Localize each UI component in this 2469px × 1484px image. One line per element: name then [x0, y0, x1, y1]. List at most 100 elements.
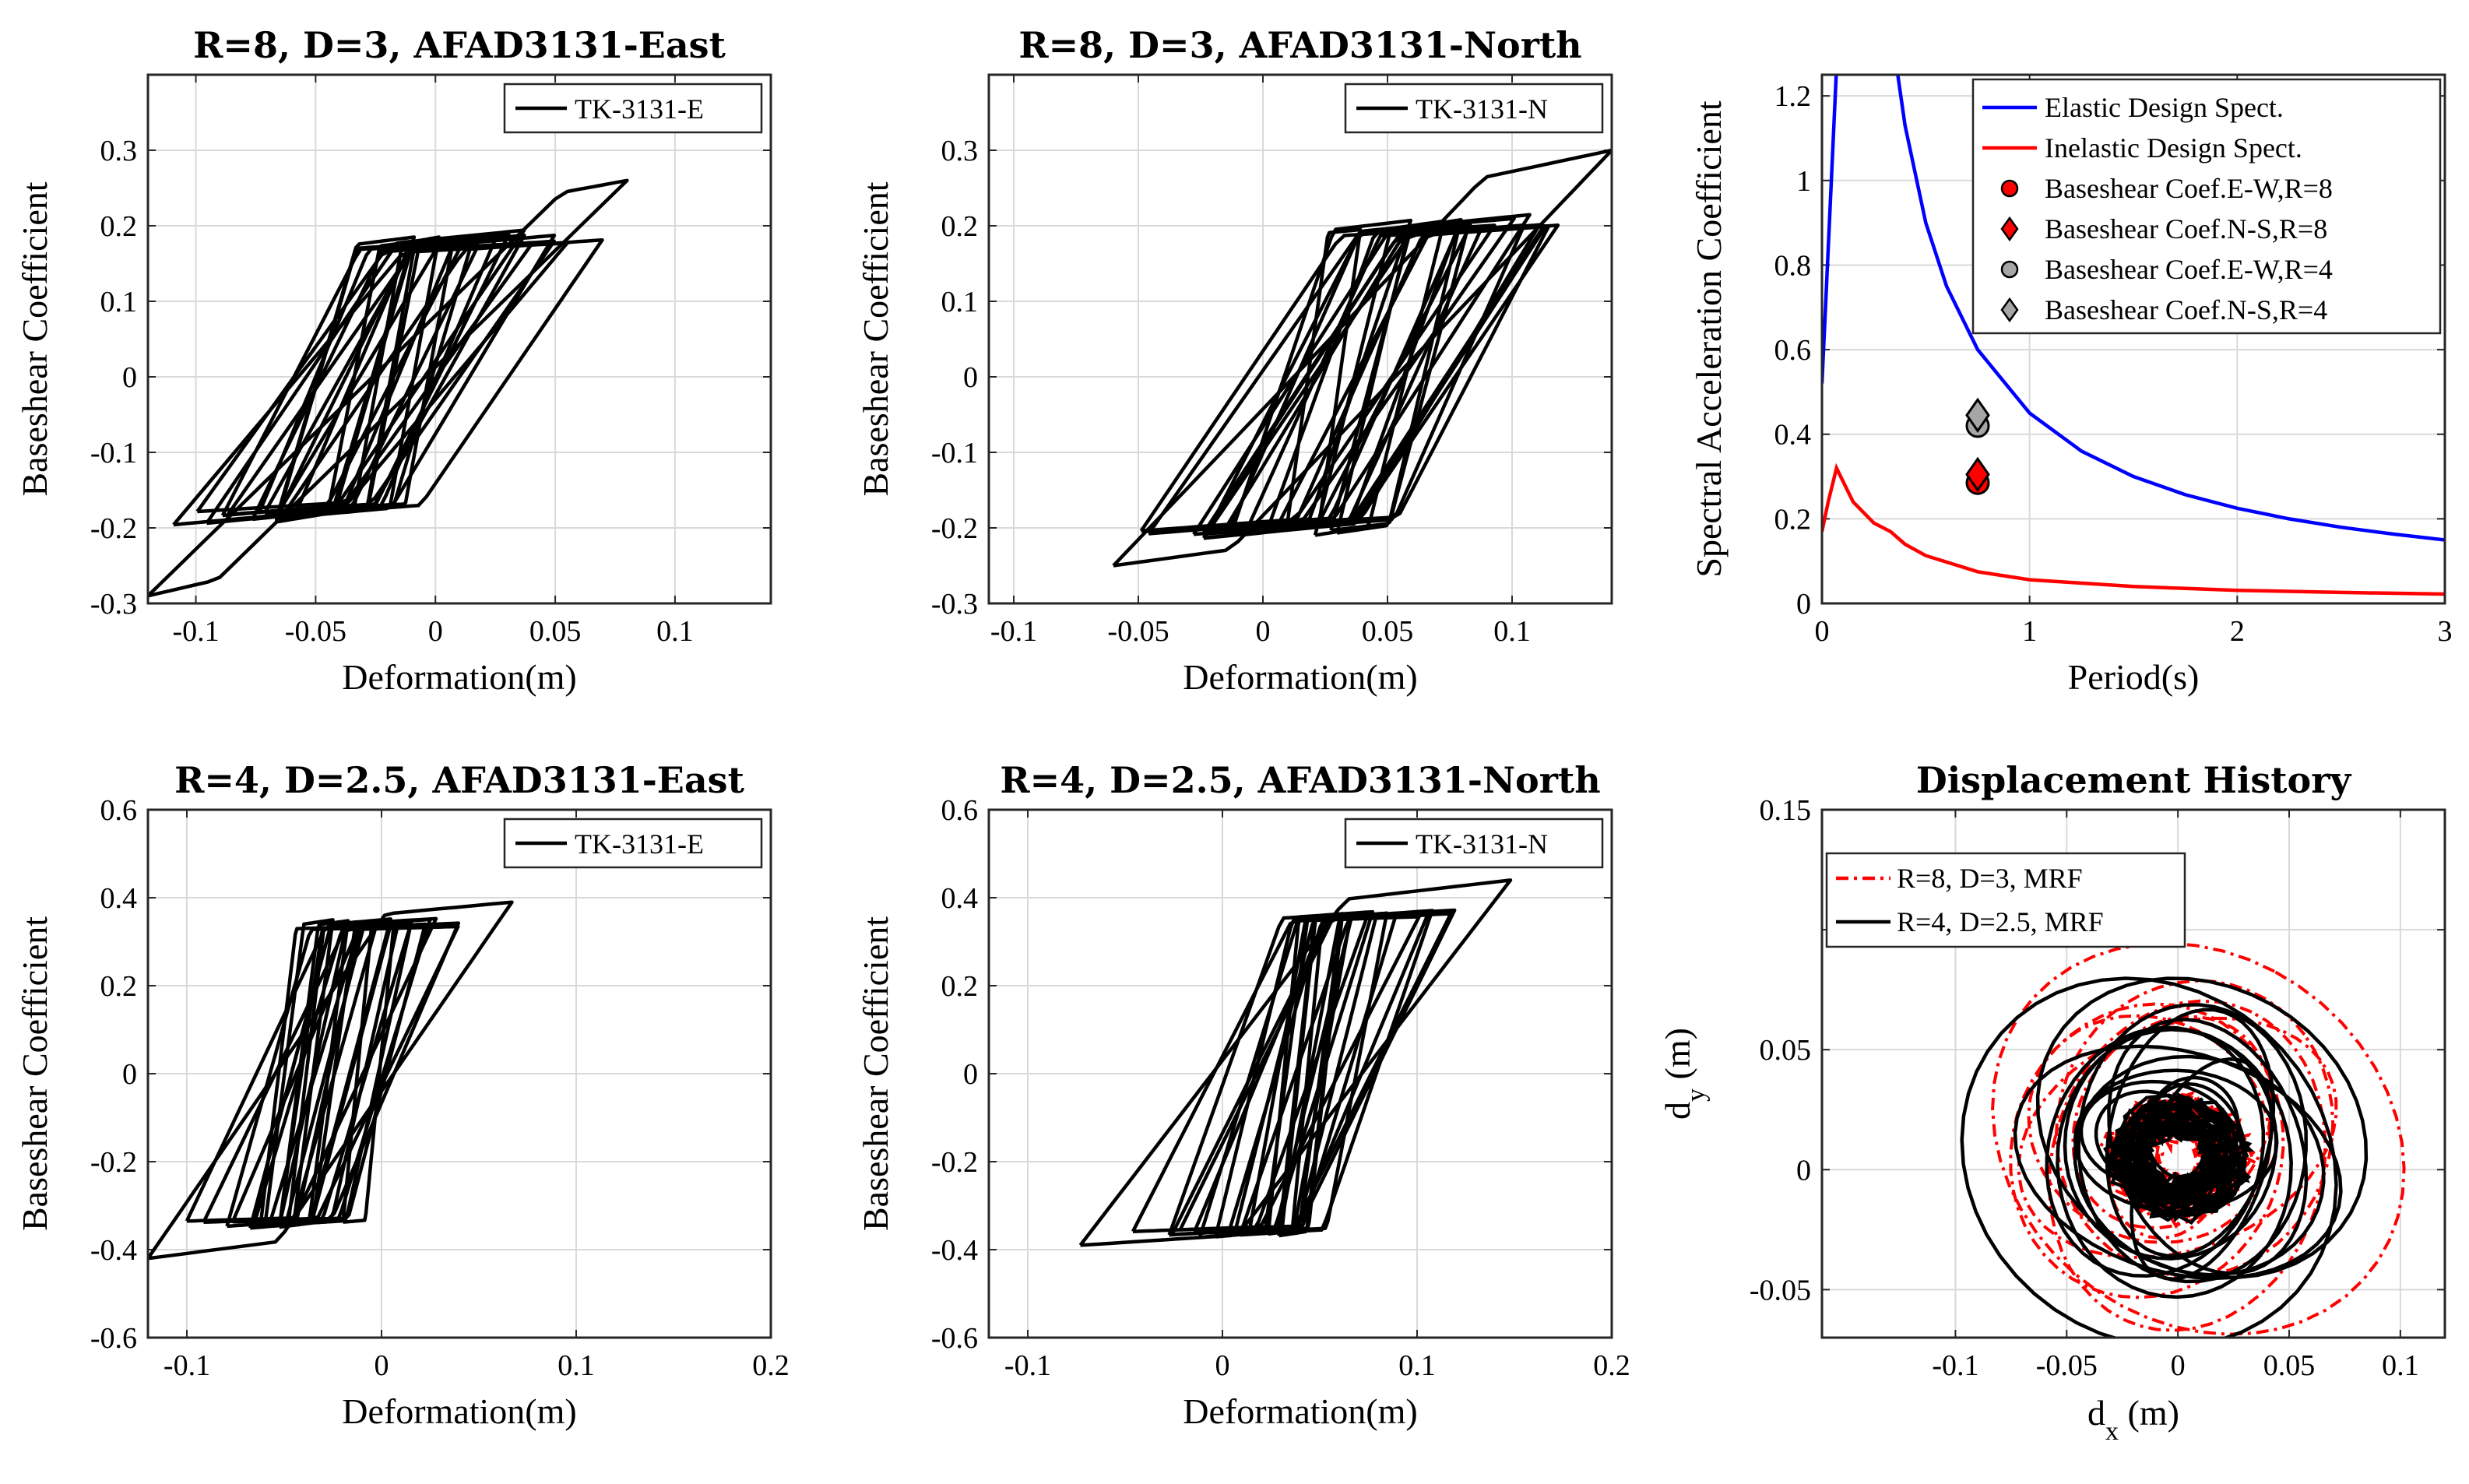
y-tick-label: 0.4 — [100, 882, 138, 915]
legend-marker-circle — [2000, 260, 2019, 279]
y-tick-label: 0.4 — [941, 882, 979, 915]
hysteresis-inner-loop — [1178, 908, 1457, 1232]
plot-area — [148, 75, 771, 603]
x-tick-label: -0.1 — [164, 1349, 210, 1382]
orbit-core-loop — [2125, 1111, 2246, 1211]
y-axis-label: Baseshear Coefficient — [856, 916, 895, 1231]
orbit-loop — [2105, 1008, 2276, 1258]
orbit-series-1 — [1960, 976, 2369, 1338]
x-tick-label: 0 — [1815, 615, 1830, 648]
x-axis-label: Period(s) — [2068, 657, 2200, 697]
hysteresis-envelope — [148, 178, 629, 598]
y-tick-label: -0.1 — [90, 437, 137, 469]
x-axis-label: Deformation(m) — [342, 657, 576, 697]
hysteresis-inner-loop — [1229, 220, 1463, 527]
hysteresis-inner-loop — [273, 234, 557, 521]
plot-frame — [146, 73, 772, 605]
y-tick-label: 0.6 — [941, 794, 979, 827]
y-tick-label: -0.2 — [931, 512, 978, 545]
hysteresis-loops — [148, 900, 514, 1261]
hysteresis-inner-loop — [248, 917, 392, 1230]
legend-label: TK-3131-N — [1416, 93, 1548, 125]
y-axis-label: dy (m) — [1658, 1028, 1711, 1120]
legend-label: TK-3131-E — [575, 93, 704, 125]
hysteresis-inner-loop — [294, 920, 413, 1226]
chart-title: R=4, D=2.5, AFAD3131-North — [1000, 759, 1600, 801]
y-tick-label: 0 — [1796, 588, 1811, 621]
y-tick-label: 1 — [1796, 165, 1811, 198]
y-tick-label: -0.2 — [931, 1146, 978, 1179]
legend-marker-diamond — [2000, 297, 2019, 323]
plot-frame — [1820, 73, 2446, 605]
legend-label: Baseshear Coef.E-W,R=4 — [2045, 254, 2333, 285]
x-tick-label: 0.1 — [2382, 1349, 2419, 1382]
legend-label: Baseshear Coef.N-S,R=8 — [2045, 213, 2327, 244]
y-tick-label: -0.6 — [931, 1322, 978, 1355]
x-tick-label: 0 — [1256, 615, 1271, 648]
x-tick-label: 1 — [2022, 615, 2037, 648]
hysteresis-inner-loop — [251, 243, 480, 522]
y-tick-label: -0.1 — [931, 437, 978, 469]
y-axis-label: Baseshear Coefficient — [856, 181, 895, 496]
orbit-loop — [1991, 941, 2406, 1336]
hysteresis-inner-loop — [327, 239, 422, 509]
hysteresis-loops — [1112, 148, 1612, 568]
orbit-loop — [2130, 1057, 2274, 1281]
y-tick-label: -0.4 — [931, 1234, 978, 1267]
y-tick-label: 0 — [122, 1058, 137, 1091]
y-tick-label: 0.6 — [100, 794, 138, 827]
x-tick-label: -0.05 — [285, 615, 346, 648]
x-tick-label: 0.05 — [2263, 1349, 2316, 1382]
x-tick-label: 0.1 — [557, 1349, 595, 1382]
hysteresis-inner-loop — [259, 926, 326, 1226]
x-tick-label: -0.1 — [990, 615, 1037, 648]
x-tick-label: 0 — [2171, 1349, 2186, 1382]
legend-marker-diamond — [2000, 216, 2019, 242]
y-tick-label: 0.2 — [941, 210, 979, 243]
chart-title: R=8, D=3, AFAD3131-North — [1018, 24, 1581, 66]
y-tick-label: 0.2 — [941, 970, 979, 1003]
plot-frame — [987, 808, 1613, 1339]
legend-marker-circle — [2000, 179, 2019, 198]
orbit-loop — [2013, 1044, 2343, 1281]
x-tick-label: -0.05 — [1107, 615, 1169, 648]
orbit-loop — [2009, 1002, 2285, 1299]
orbit-loop — [2017, 1016, 2338, 1259]
orbit-loop — [2077, 1003, 2308, 1284]
data-point-diamond — [1965, 456, 1990, 492]
legend-label: TK-3131-E — [575, 828, 704, 860]
y-tick-label: 1.2 — [1774, 80, 1812, 113]
y-tick-label: 0 — [1796, 1154, 1811, 1187]
x-axis-label: Deformation(m) — [342, 1391, 576, 1431]
y-tick-label: 0.1 — [100, 286, 138, 318]
y-axis-label: Baseshear Coefficient — [15, 916, 55, 1231]
legend-label: Elastic Design Spect. — [2045, 92, 2284, 123]
x-tick-label: -0.05 — [2036, 1349, 2098, 1382]
hysteresis-inner-loop — [195, 241, 535, 514]
y-tick-label: 0 — [963, 1058, 978, 1091]
orbit-core-loop — [2119, 1103, 2228, 1208]
y-tick-label: 0.3 — [100, 135, 138, 167]
y-tick-label: -0.4 — [90, 1234, 137, 1267]
hysteresis-inner-loop — [1335, 217, 1463, 535]
legend-box — [1971, 78, 2442, 335]
x-tick-label: -0.1 — [172, 615, 219, 648]
legend-label: TK-3131-N — [1416, 828, 1548, 860]
y-tick-label: 0.2 — [1774, 503, 1812, 536]
x-tick-label: -0.1 — [1004, 1349, 1051, 1382]
hysteresis-loops — [1078, 878, 1513, 1247]
data-point-diamond — [1965, 397, 1990, 433]
legend-label: Baseshear Coef.E-W,R=8 — [2045, 173, 2333, 204]
x-tick-label: 0.05 — [1362, 615, 1414, 648]
x-tick-label: 0.1 — [1493, 615, 1531, 648]
plot-frame — [146, 808, 772, 1339]
y-tick-label: -0.2 — [90, 1146, 137, 1179]
x-tick-label: 0 — [428, 615, 443, 648]
y-tick-label: -0.6 — [90, 1322, 137, 1355]
x-tick-label: -0.1 — [1932, 1349, 1978, 1382]
y-axis-label: Spectral Acceleration Coefficient — [1689, 100, 1729, 577]
y-tick-label: 0 — [122, 361, 137, 394]
x-tick-label: 0.2 — [1593, 1349, 1630, 1382]
x-axis-label: dx (m) — [2087, 1393, 2179, 1446]
